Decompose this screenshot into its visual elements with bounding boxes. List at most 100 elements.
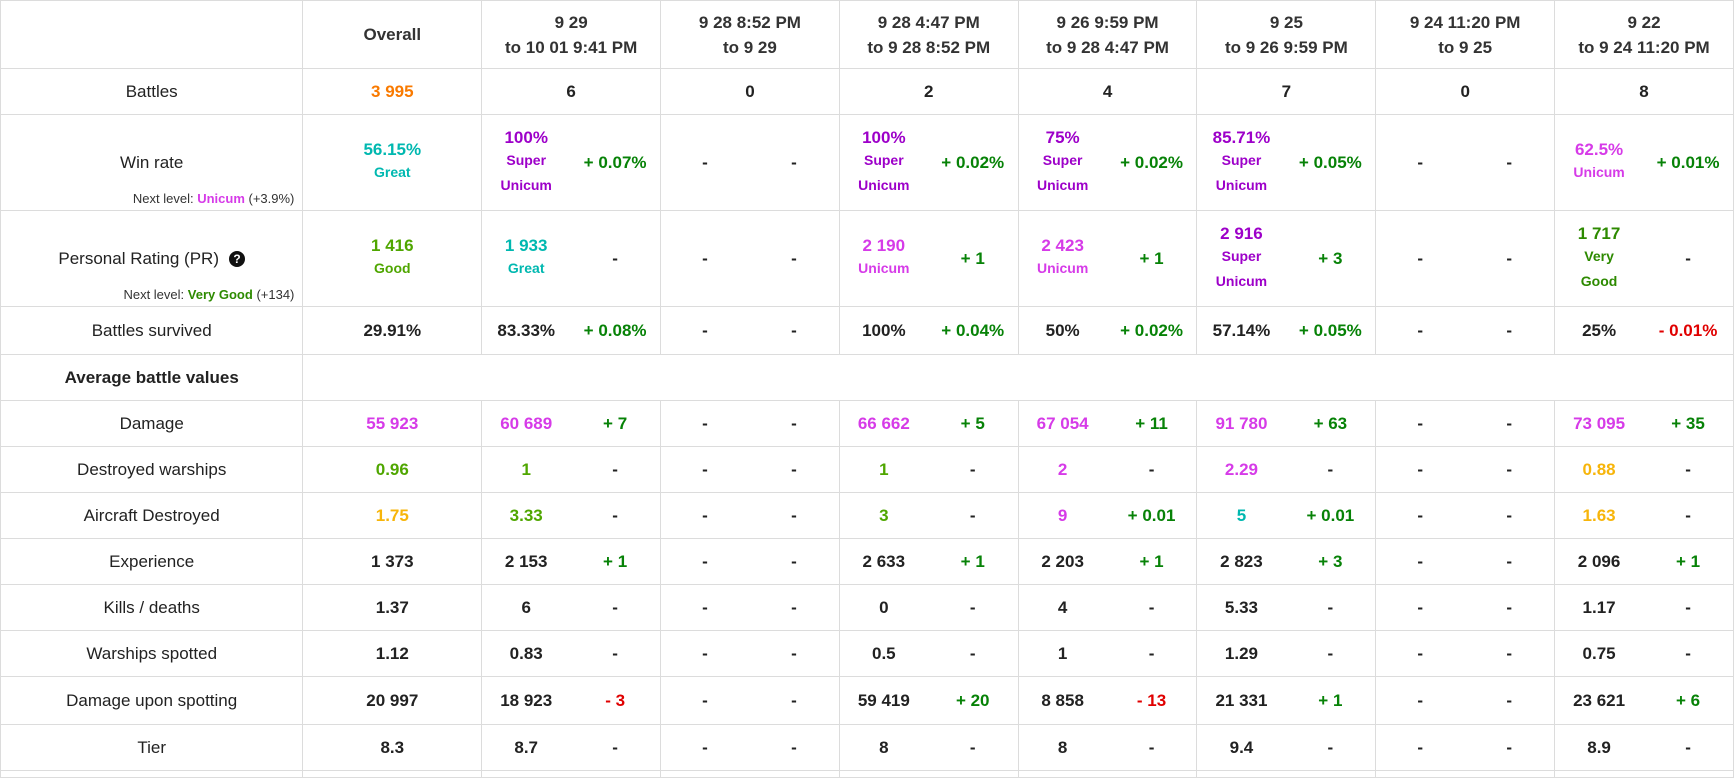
- period-cell: 0.75 -: [1554, 630, 1734, 677]
- footer-cell: [838, 770, 1019, 778]
- period-cell: --: [660, 492, 840, 539]
- cell-value: -: [702, 505, 708, 525]
- rating-label: Super: [1221, 151, 1262, 168]
- rating-label: Unicum: [858, 176, 910, 193]
- period-header: 9 25 to 9 26 9:59 PM: [1196, 0, 1377, 69]
- cell-delta: - 3: [605, 690, 626, 710]
- period-cell: --: [660, 210, 840, 307]
- period-cell: 2 823 + 3: [1196, 538, 1377, 585]
- cell-value: 1.17: [1582, 597, 1616, 617]
- battles-count: 0: [1375, 68, 1556, 115]
- overall-cell: 56.15% Great: [302, 114, 483, 211]
- cell-value: 9.4: [1229, 737, 1254, 757]
- cell-value: 0.75: [1582, 643, 1616, 663]
- period-header: 9 29 to 10 01 9:41 PM: [481, 0, 662, 69]
- cell-value: 8.7: [514, 737, 539, 757]
- period-cell: --: [1375, 306, 1556, 355]
- cell-delta: -: [1685, 459, 1691, 479]
- period-cell: --: [660, 724, 840, 771]
- period-cell: --: [660, 630, 840, 677]
- cell-delta: -: [1685, 248, 1691, 268]
- cell-value: -: [702, 248, 708, 268]
- rating-label: Good: [374, 260, 411, 276]
- period-cell: 59 419 + 20: [838, 676, 1019, 725]
- cell-delta: -: [1506, 505, 1512, 525]
- period-header: 9 28 8:52 PM to 9 29: [660, 0, 840, 69]
- period-cell: 2 203 + 1: [1017, 538, 1198, 585]
- period-cell: 73 095 + 35: [1554, 400, 1734, 447]
- cell-value: 83.33%: [497, 320, 556, 340]
- cell-value: 1: [521, 459, 531, 479]
- cell-delta: -: [1148, 459, 1155, 479]
- cell-delta: -: [969, 737, 976, 757]
- cell-delta: -: [1506, 597, 1512, 617]
- period-cell: 25% - 0.01%: [1554, 306, 1734, 355]
- next-level-hint: Next level: Unicum (+3.9%): [133, 191, 295, 206]
- cell-delta: + 0.08%: [583, 320, 647, 340]
- cell-value: -: [1417, 152, 1424, 172]
- row-label: Battles: [0, 68, 304, 115]
- personal-rating-row: Personal Rating (PR)? Next level: Very G…: [0, 210, 1734, 307]
- avg-row-damage: Damage 55 923 60 689 + 7 -- 66 662 + 5 67 …: [0, 400, 1734, 447]
- cell-value: -: [1417, 690, 1424, 710]
- question-circle-icon[interactable]: ?: [229, 251, 245, 268]
- cell-value: 2 190: [862, 236, 906, 255]
- cell-delta: + 1: [603, 551, 628, 571]
- overall-value: 55 923: [302, 400, 483, 447]
- cell-value: 1 717: [1577, 223, 1621, 243]
- battles-count: 4: [1017, 68, 1198, 115]
- cell-delta: + 63: [1313, 413, 1348, 433]
- cell-value: 2 823: [1220, 551, 1263, 571]
- row-label: Experience: [0, 538, 304, 585]
- period-cell: 2 096 + 1: [1554, 538, 1734, 585]
- header-overall: Overall: [302, 0, 483, 69]
- cell-value: 0.88: [1582, 459, 1616, 479]
- cell-value: -: [702, 320, 708, 340]
- next-level-prefix: Next level:: [123, 287, 185, 302]
- next-level-prefix: Next level:: [132, 191, 194, 206]
- period-cell: 23 621 + 6: [1554, 676, 1734, 725]
- overall-value: 20 997: [302, 676, 483, 725]
- win-rate-row: Win rate Next level: Unicum (+3.9%) 56.1…: [0, 114, 1734, 211]
- period-cell: 1 717 Very Good -: [1554, 210, 1734, 307]
- period-end: to 10 01 9:41 PM: [504, 37, 638, 57]
- cell-delta: -: [791, 459, 797, 479]
- period-cell: --: [1375, 446, 1556, 493]
- cell-value: -: [1417, 597, 1424, 617]
- cell-delta: -: [969, 505, 976, 525]
- cell-value: 8: [1057, 737, 1068, 757]
- rating-label: Super: [1221, 247, 1262, 264]
- period-cell: 100% Super Unicum + 0.02%: [838, 114, 1019, 211]
- rating-label: Super: [863, 151, 904, 168]
- avg-row-warships-spotted: Warships spotted 1.12 0.83- -- 0.5- 1- 1…: [0, 630, 1734, 677]
- period-start: 9 25: [1269, 12, 1303, 32]
- period-cell: 100% Super Unicum + 0.07%: [481, 114, 662, 211]
- period-cell: --: [1375, 676, 1556, 725]
- avg-row-kills-deaths: Kills / deaths 1.37 6- -- 0- 4- 5.33- --…: [0, 584, 1734, 631]
- cell-delta: -: [791, 320, 797, 340]
- cell-value: 59 419: [857, 690, 910, 710]
- cell-delta: -: [1506, 320, 1512, 340]
- battles-row: Battles 3 995 6 0 2 4 7 0 8: [0, 68, 1734, 115]
- cell-delta: -: [1685, 643, 1691, 663]
- cell-value: 0.83: [509, 643, 543, 663]
- cell-delta: + 0.02%: [1120, 152, 1183, 172]
- battles-survived-row: Battles survived 29.91% 83.33% + 0.08% --…: [0, 306, 1734, 355]
- section-row: Average battle values: [0, 354, 1734, 401]
- cell-delta: + 1: [1318, 690, 1343, 710]
- cell-delta: + 1: [1675, 551, 1701, 571]
- period-cell: --: [1375, 538, 1556, 585]
- cell-delta: -: [1506, 737, 1512, 757]
- cell-delta: -: [1506, 413, 1512, 433]
- cell-value: 2 203: [1041, 551, 1084, 571]
- cell-value: -: [1417, 551, 1424, 571]
- row-label: Battles survived: [0, 306, 304, 355]
- cell-value: -: [702, 737, 708, 757]
- cell-value: 1: [1057, 643, 1068, 663]
- cell-delta: -: [1685, 505, 1691, 525]
- cell-delta: + 0.05%: [1298, 152, 1362, 172]
- cell-delta: + 0.01: [1306, 505, 1355, 525]
- header-row: Overall 9 29 to 10 01 9:41 PM 9 28 8:52 P…: [0, 0, 1734, 69]
- cell-value: 1.29: [1224, 643, 1258, 663]
- cell-delta: + 1: [960, 551, 985, 571]
